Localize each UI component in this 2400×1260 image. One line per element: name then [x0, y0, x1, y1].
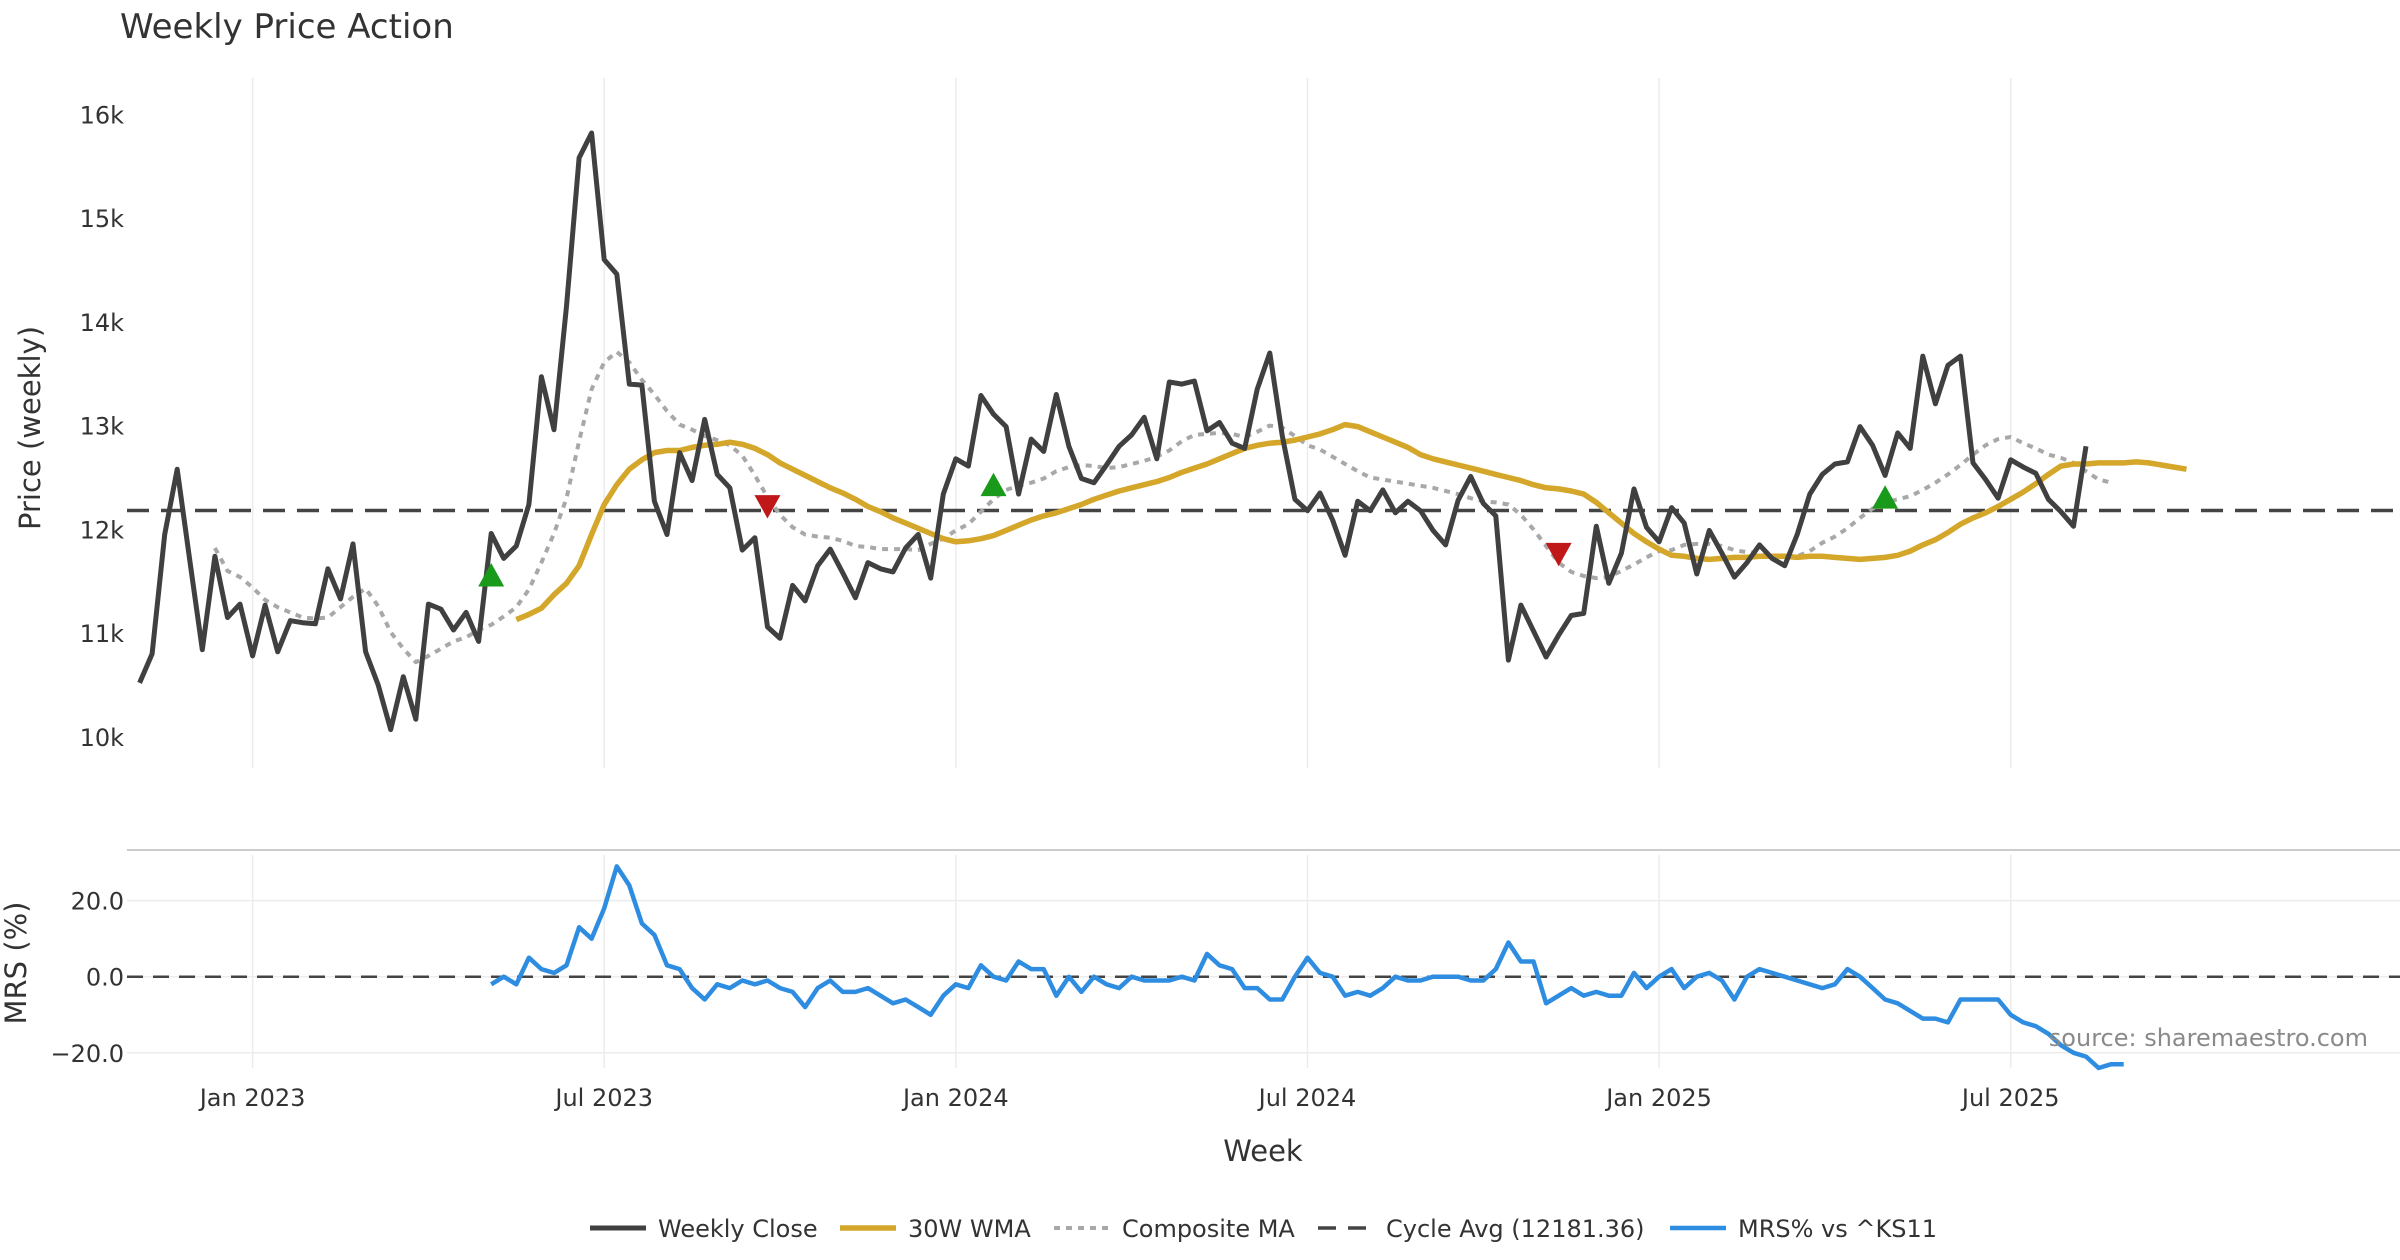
- legend-item-cycle-avg: Cycle Avg (12181.36): [1318, 1215, 1645, 1243]
- legend-item-composite: Composite MA: [1054, 1215, 1295, 1243]
- x-tick-label: Jan 2025: [1604, 1084, 1712, 1112]
- buy-signal-marker: [478, 563, 505, 587]
- sell-signal-marker: [754, 495, 781, 519]
- x-tick-label: Jul 2024: [1257, 1084, 1357, 1112]
- legend-label-wma: 30W WMA: [908, 1215, 1031, 1243]
- price-y-tick-label: 14k: [80, 309, 125, 337]
- x-tick-label: Jan 2024: [901, 1084, 1009, 1112]
- price-y-tick-label: 13k: [80, 413, 125, 441]
- mrs-y-tick-label: −20.0: [50, 1040, 124, 1068]
- mrs-y-tick-label: 20.0: [71, 888, 124, 916]
- legend-label-cycle-avg: Cycle Avg (12181.36): [1386, 1215, 1645, 1243]
- price-y-axis-title: Price (weekly): [13, 326, 47, 530]
- mrs-y-axis-title: MRS (%): [0, 902, 33, 1025]
- mrs-line: [490, 864, 2124, 1071]
- legend-item-wma: 30W WMA: [840, 1215, 1031, 1243]
- x-tick-label: Jul 2025: [1960, 1084, 2060, 1112]
- buy-signal-marker: [1872, 485, 1899, 509]
- wma-30w-line: [515, 421, 2187, 623]
- price-y-tick-label: 15k: [80, 205, 125, 233]
- price-y-tick-label: 11k: [80, 620, 125, 648]
- legend-item-weekly-close: Weekly Close: [590, 1215, 818, 1243]
- price-y-axis: 10k 11k 12k 13k 14k 15k 16k: [80, 101, 125, 752]
- mrs-y-tick-label: 0.0: [86, 964, 124, 992]
- sell-signal-marker: [1545, 542, 1572, 567]
- x-tick-label: Jul 2023: [553, 1084, 653, 1112]
- price-y-tick-label: 10k: [80, 724, 125, 752]
- weekly-close-line: [137, 130, 2089, 733]
- mrs-y-axis: 20.0 0.0 −20.0: [50, 888, 124, 1068]
- chart-title: Weekly Price Action: [120, 7, 454, 47]
- legend-label-mrs: MRS% vs ^KS11: [1738, 1215, 1937, 1243]
- x-axis-title: Week: [1223, 1134, 1303, 1168]
- buy-signal-marker: [980, 472, 1007, 497]
- legend: Weekly Close 30W WMA Composite MA Cycle …: [590, 1215, 1937, 1243]
- legend-label-composite: Composite MA: [1122, 1215, 1295, 1243]
- composite-ma-line: [213, 349, 2112, 665]
- price-y-tick-label: 16k: [80, 101, 125, 129]
- signal-markers: [478, 472, 1899, 587]
- legend-label-weekly-close: Weekly Close: [658, 1215, 818, 1243]
- legend-item-mrs: MRS% vs ^KS11: [1670, 1215, 1937, 1243]
- x-axis: Jan 2023 Jul 2023 Jan 2024 Jul 2024 Jan 2025…: [198, 1084, 2060, 1112]
- price-y-tick-label: 12k: [80, 516, 125, 544]
- source-credit: source: sharemaestro.com: [2049, 1024, 2368, 1052]
- x-tick-label: Jan 2023: [198, 1084, 306, 1112]
